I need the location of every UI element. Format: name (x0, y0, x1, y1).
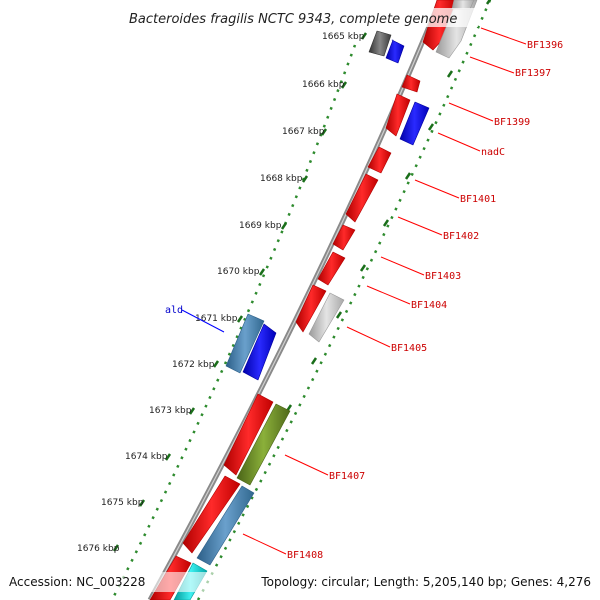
gene-label[interactable]: BF1401 (460, 194, 496, 205)
tick-mark (446, 70, 454, 78)
tick-label: 1668 kbp (260, 174, 303, 184)
gene-blue-pair[interactable] (242, 323, 277, 381)
tick-mark (188, 407, 196, 415)
leader-line (469, 56, 515, 74)
genome-backbone-highlight (149, 0, 441, 600)
gene-label[interactable]: BF1403 (425, 271, 461, 282)
tick-mark (485, 0, 492, 5)
leader-line (397, 216, 443, 236)
gene-labels: BF1396 BF1397 BF1399 nadC BF1401 BF1402 … (165, 40, 563, 561)
gene-label[interactable]: BF1408 (287, 550, 323, 561)
tick-mark (258, 268, 266, 276)
leader-line (448, 102, 494, 122)
gene-BF1403[interactable] (317, 251, 346, 286)
gene-red-long-2[interactable] (182, 475, 241, 554)
gene-label[interactable]: BF1397 (515, 68, 551, 79)
gene-label-ald[interactable]: ald (165, 305, 183, 316)
footer-backdrop (0, 572, 600, 592)
gene-BF1399[interactable] (385, 93, 411, 137)
tick-mark (404, 172, 412, 180)
gene-BF1404[interactable] (295, 284, 327, 333)
tick-label: 1670 kbp (217, 267, 260, 277)
tick-mark (138, 499, 146, 507)
gene-label[interactable]: BF1402 (443, 231, 479, 242)
tick-label: 1672 kbp (172, 360, 215, 370)
tick-mark (280, 222, 288, 230)
tick-label: 1666 kbp (302, 80, 345, 90)
gene-label[interactable]: nadC (481, 147, 505, 158)
tick-label: 1671 kbp (195, 314, 238, 324)
tick-mark (112, 544, 120, 552)
gene-label[interactable]: BF1404 (411, 300, 447, 311)
tick-marks (112, 32, 368, 552)
gene-BF1405[interactable] (308, 292, 345, 343)
gene-small-blue[interactable] (385, 39, 405, 64)
leader-line (437, 132, 481, 152)
accession-text: Accession: NC_003228 (9, 575, 145, 589)
tick-label: 1669 kbp (239, 221, 282, 231)
tick-mark (164, 453, 172, 461)
leader-line (480, 27, 527, 45)
tick-label: 1676 kbp (77, 544, 120, 554)
gene-BF1407[interactable] (236, 403, 291, 486)
gene-features (149, 0, 478, 600)
tick-label: 1674 kbp (125, 452, 168, 462)
tick-mark (236, 315, 244, 323)
gene-label[interactable]: BF1407 (329, 471, 365, 482)
gene-red-long[interactable] (223, 393, 274, 476)
tick-mark (427, 123, 435, 131)
tick-mark (360, 32, 368, 40)
tick-label: 1665 kbp (322, 32, 365, 42)
gene-BF1401[interactable] (345, 173, 379, 223)
leader-line-ald (181, 309, 225, 333)
gene-label[interactable]: BF1399 (494, 117, 530, 128)
tick-label: 1673 kbp (149, 406, 192, 416)
gene-BF1396-cap (451, 0, 475, 10)
tick-label: 1667 kbp (282, 127, 325, 137)
leader-line (284, 454, 329, 476)
map-title: Bacteroides fragilis NCTC 9343, complete… (129, 12, 457, 27)
leader-line (414, 179, 460, 199)
genome-backbone (147, 0, 443, 600)
title-backdrop (126, 8, 478, 27)
gene-label[interactable]: BF1405 (391, 343, 427, 354)
genome-stats-text: Topology: circular; Length: 5,205,140 bp… (260, 575, 591, 589)
tick-mark (335, 311, 343, 319)
leader-line (380, 256, 425, 276)
tick-mark (301, 175, 309, 183)
tick-mark (340, 81, 348, 89)
gene-BF1408[interactable] (196, 485, 255, 566)
gene-red-short-2[interactable] (367, 146, 392, 174)
tick-mark (320, 128, 328, 136)
gene-nadC[interactable] (399, 101, 430, 146)
tick-label: 1675 kbp (101, 498, 144, 508)
tick-labels: 1665 kbp 1666 kbp 1667 kbp 1668 kbp 1669… (77, 32, 365, 554)
leader-line (242, 533, 287, 555)
tick-mark (310, 357, 318, 365)
leader-line (366, 285, 411, 305)
gene-BF1402[interactable] (332, 224, 356, 251)
gene-red-short[interactable] (401, 74, 421, 93)
tick-mark (382, 219, 390, 227)
gene-ald[interactable] (225, 313, 265, 374)
tick-mark (359, 264, 367, 272)
leader-line (346, 326, 391, 348)
gene-small-dark[interactable] (368, 30, 392, 57)
gene-label[interactable]: BF1396 (527, 40, 563, 51)
leader-lines (242, 27, 527, 555)
tick-mark (212, 360, 220, 368)
